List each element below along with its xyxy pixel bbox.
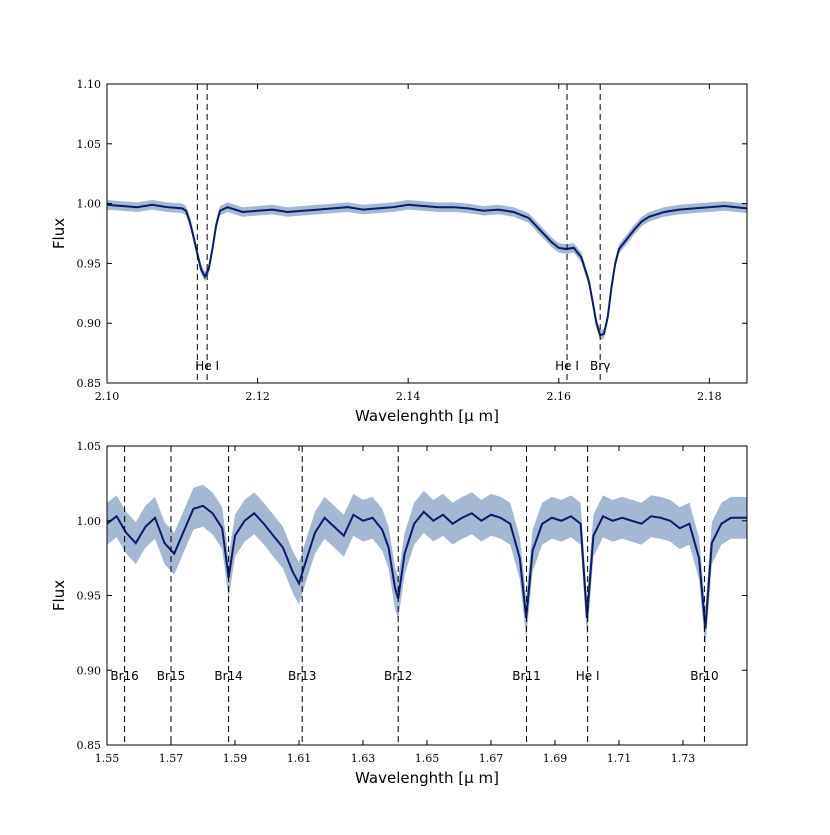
x-axis-label: Wavelenghth [μ m] xyxy=(355,769,499,787)
line-marker-label: Br11 xyxy=(512,669,540,683)
x-tick-label: 2.12 xyxy=(245,390,270,403)
x-tick-label: 1.73 xyxy=(671,752,696,765)
x-tick-label: 2.16 xyxy=(547,390,572,403)
y-axis-label: Flux xyxy=(50,580,68,611)
y-tick-label: 0.90 xyxy=(77,317,102,330)
x-axis-label: Wavelenghth [μ m] xyxy=(355,407,499,425)
y-tick-label: 1.05 xyxy=(77,138,102,151)
y-tick-label: 1.00 xyxy=(77,198,102,211)
y-tick-label: 0.95 xyxy=(77,257,102,270)
y-tick-label: 1.05 xyxy=(77,440,102,453)
x-tick-label: 1.63 xyxy=(351,752,376,765)
line-marker-label: He I xyxy=(576,669,600,683)
axes-frame xyxy=(106,83,748,384)
h-band-panel: Br16 Br15 Br14 Br13 Br12 Br11 He I Br10 1.55 1.57… xyxy=(50,440,748,787)
y-tick-label: 0.85 xyxy=(77,377,102,390)
y-tick-label: 0.90 xyxy=(77,664,102,677)
line-marker-label: Brγ xyxy=(590,359,610,373)
plot-area xyxy=(107,446,747,745)
line-marker-label: He I xyxy=(195,359,219,373)
line-marker-label: Br16 xyxy=(110,669,138,683)
uncertainty-band xyxy=(107,484,747,650)
line-marker-label: Br15 xyxy=(157,669,185,683)
x-tick-label: 1.69 xyxy=(543,752,568,765)
spectrum-line xyxy=(107,504,747,629)
x-tick-label: 1.65 xyxy=(415,752,440,765)
x-tick-label: 2.10 xyxy=(95,390,120,403)
y-tick-label: 1.10 xyxy=(77,78,102,91)
spectrum-line xyxy=(107,203,747,337)
y-axis-label: Flux xyxy=(50,218,68,249)
x-tick-label: 1.71 xyxy=(607,752,632,765)
x-tick-label: 2.18 xyxy=(697,390,722,403)
x-tick-label: 1.61 xyxy=(287,752,312,765)
uncertainty-band xyxy=(107,200,747,340)
line-marker-label: Br14 xyxy=(214,669,242,683)
x-tick-label: 1.67 xyxy=(479,752,504,765)
line-marker-label: Br13 xyxy=(288,669,316,683)
k-band-panel: He I He I Brγ 2.10 2.12 2.14 2.16 2.18 0.85 0.90 0… xyxy=(50,78,748,425)
y-tick-label: 0.85 xyxy=(77,739,102,752)
x-tick-label: 2.14 xyxy=(396,390,421,403)
y-tick-label: 0.95 xyxy=(77,590,102,603)
plot-area xyxy=(107,84,747,383)
x-tick-label: 1.55 xyxy=(95,752,120,765)
y-tick-label: 1.00 xyxy=(77,515,102,528)
x-tick-label: 1.59 xyxy=(223,752,248,765)
line-marker-label: Br12 xyxy=(384,669,412,683)
line-marker-label: Br10 xyxy=(690,669,718,683)
line-marker-label: He I xyxy=(555,359,579,373)
x-tick-label: 1.57 xyxy=(159,752,184,765)
